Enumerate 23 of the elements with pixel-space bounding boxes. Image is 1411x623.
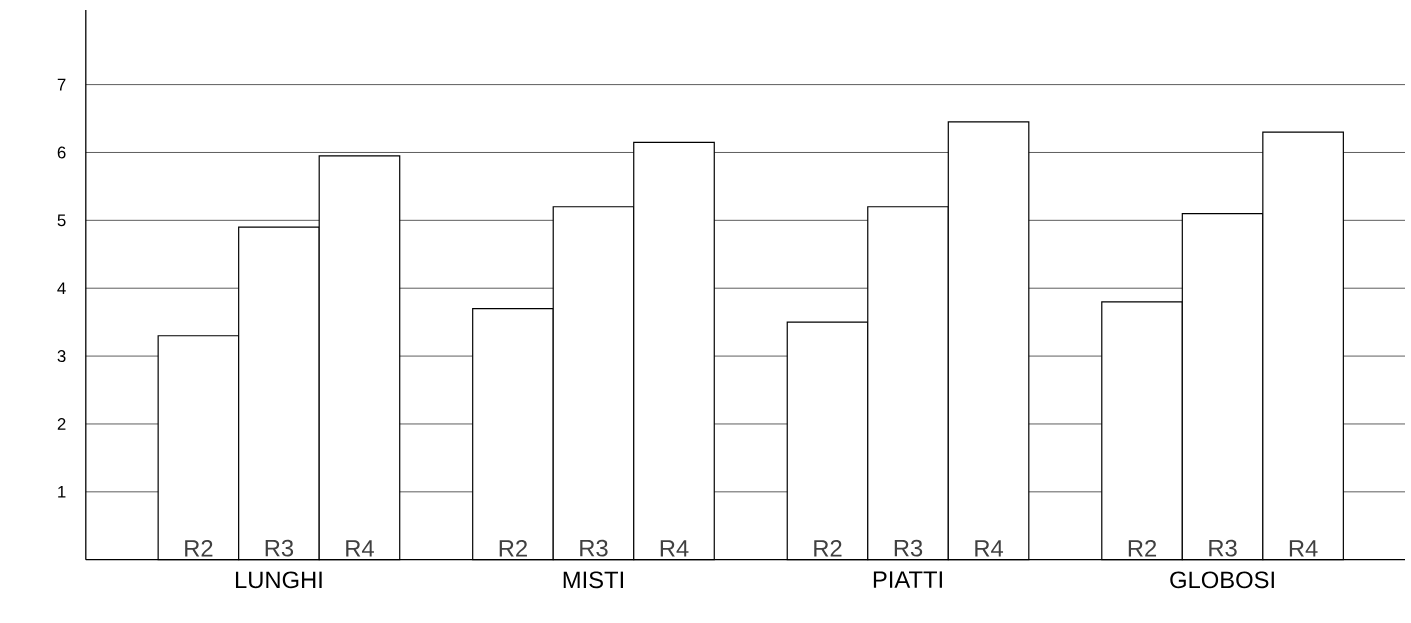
y-tick-label: 1 xyxy=(58,485,66,498)
y-tick-label: 7 xyxy=(57,78,66,91)
y-tick-label: 5 xyxy=(57,214,66,227)
x-tick-label: PIATTI xyxy=(873,571,942,588)
text: R2 xyxy=(1128,539,1157,557)
text: R2 xyxy=(499,539,527,557)
text: R3 xyxy=(1209,539,1237,557)
text: R2 xyxy=(814,539,842,557)
series-label: R3 xyxy=(265,539,294,557)
text: R3 xyxy=(894,539,923,557)
x-tick-label: GLOBOSI xyxy=(1170,571,1274,589)
y-tick-label: 6 xyxy=(57,146,66,159)
y-tick-label: 4 xyxy=(57,282,66,294)
text: R3 xyxy=(580,539,608,557)
y-tick-label: 3 xyxy=(57,349,66,362)
series-label: R4 xyxy=(346,540,374,557)
x-tick-label: MISTI xyxy=(563,571,623,589)
text: R4 xyxy=(975,540,1004,557)
x-tick-label: LUNGHI xyxy=(235,571,322,589)
text: R4 xyxy=(660,540,689,557)
series-label: R2 xyxy=(185,539,213,557)
text: R4 xyxy=(1289,540,1318,557)
y-tick-label: 2 xyxy=(57,417,66,430)
